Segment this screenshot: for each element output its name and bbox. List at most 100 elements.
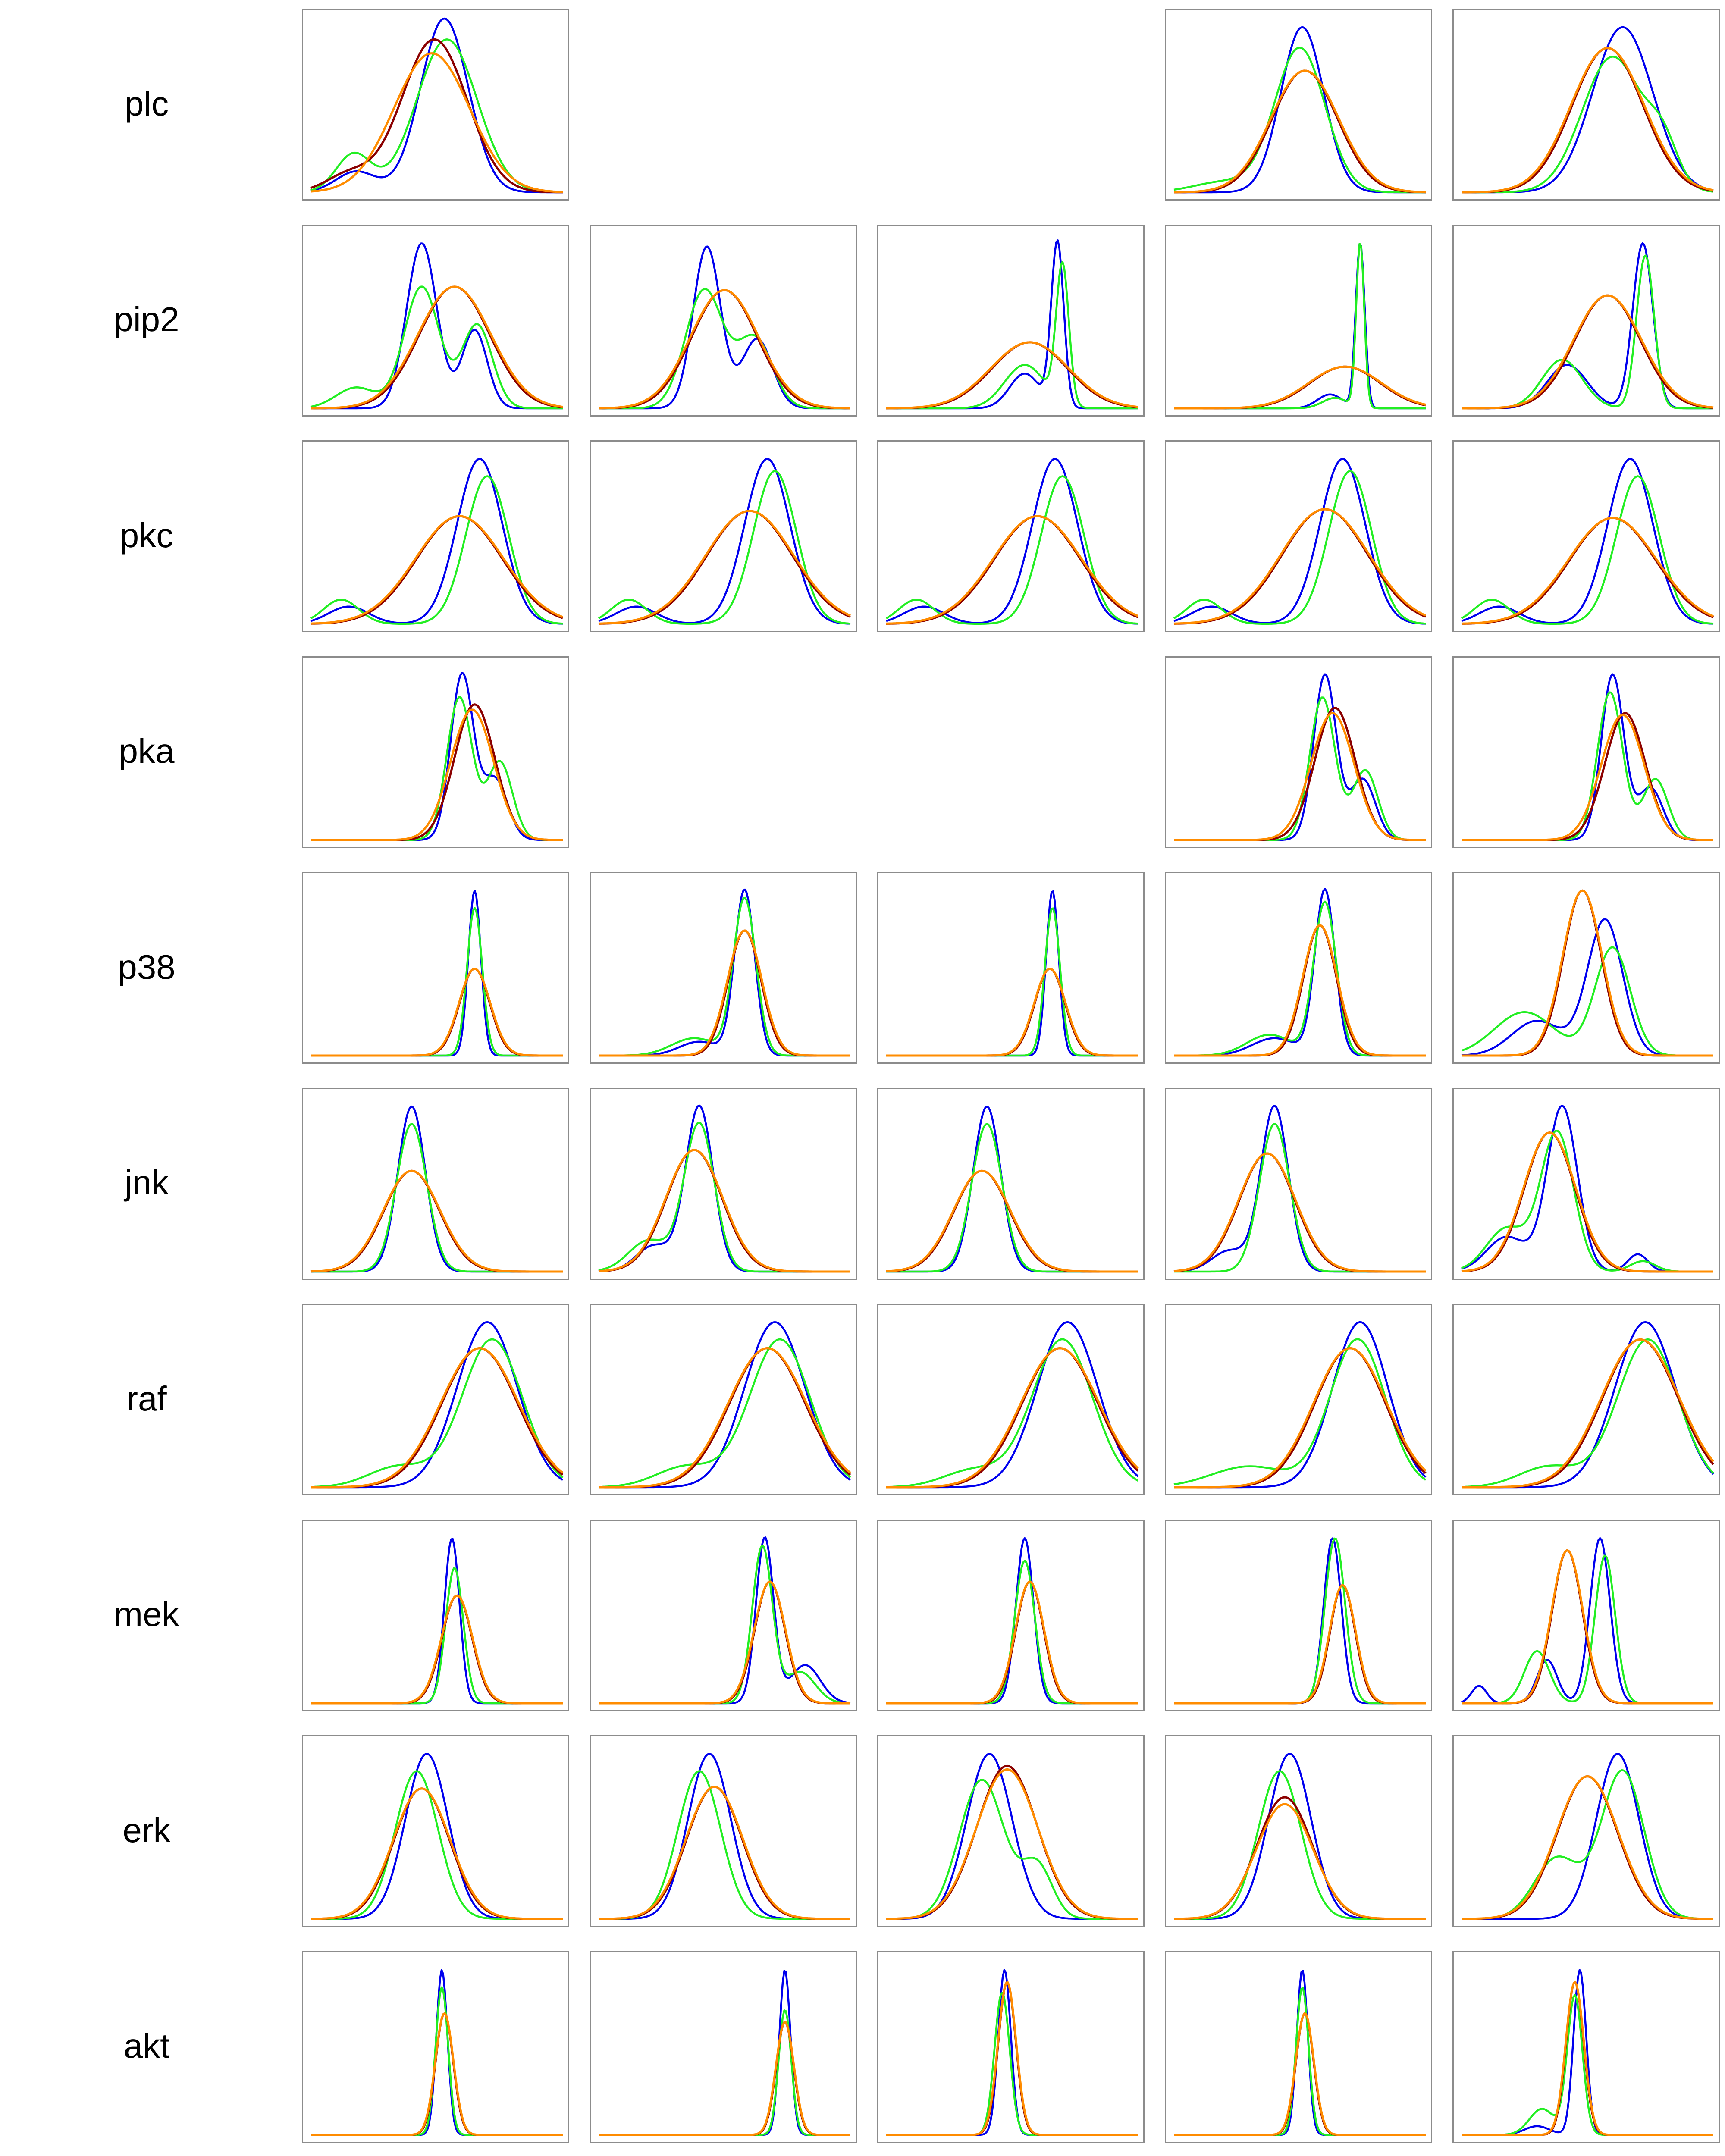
series-line-orange bbox=[1174, 1584, 1426, 1704]
series-line-green bbox=[599, 1544, 851, 1704]
series-line-blue bbox=[1462, 1968, 1713, 2136]
panel-pkc-2 bbox=[590, 440, 857, 632]
density-plot bbox=[1462, 26, 1714, 194]
row-label-pkc: pkc bbox=[119, 516, 174, 555]
series-line-orange bbox=[599, 1786, 850, 1920]
series-line-blue bbox=[311, 889, 563, 1057]
series-line-orange bbox=[1461, 1131, 1713, 1272]
density-plot bbox=[886, 1321, 1139, 1489]
series-line-blue bbox=[311, 1537, 563, 1704]
series-line-dark_red bbox=[599, 1580, 850, 1704]
panel-mek-4 bbox=[1165, 1519, 1432, 1711]
panel-jnk-1 bbox=[302, 1087, 569, 1280]
series-line-blue bbox=[310, 458, 563, 625]
series-line-orange bbox=[599, 1347, 851, 1489]
series-line-dark_red bbox=[1174, 69, 1426, 194]
density-plot bbox=[310, 17, 563, 194]
density-plot bbox=[1462, 242, 1714, 409]
density-plot bbox=[310, 458, 563, 625]
series-line-blue bbox=[311, 1105, 563, 1272]
panel-p38-1 bbox=[302, 872, 569, 1064]
series-line-green bbox=[1461, 1338, 1714, 1488]
series-line-dark_red bbox=[1462, 1338, 1714, 1489]
series-line-green bbox=[1174, 696, 1426, 841]
series-line-dark_red bbox=[1174, 1584, 1426, 1704]
series-line-green bbox=[311, 1770, 563, 1920]
series-line-orange bbox=[1174, 711, 1426, 841]
panel-p38-3 bbox=[877, 872, 1145, 1064]
series-line-green bbox=[886, 1779, 1138, 1920]
series-line-orange bbox=[310, 52, 563, 193]
series-line-orange bbox=[599, 1580, 850, 1704]
series-line-blue bbox=[599, 1969, 850, 2136]
series-line-orange bbox=[1173, 1152, 1426, 1272]
panel-mek-2 bbox=[590, 1519, 857, 1711]
series-line-orange bbox=[1462, 1549, 1713, 1704]
panel-erk-2 bbox=[590, 1735, 857, 1927]
series-line-orange bbox=[1173, 1803, 1426, 1920]
series-line-green bbox=[1461, 946, 1713, 1057]
series-line-blue bbox=[311, 242, 563, 409]
panel-pip2-2 bbox=[590, 224, 857, 417]
series-line-dark_red bbox=[599, 289, 850, 409]
series-line-orange bbox=[886, 968, 1138, 1057]
panel-akt-2 bbox=[590, 1951, 857, 2143]
series-line-dark_red bbox=[1462, 1775, 1713, 1920]
series-line-green bbox=[886, 260, 1138, 409]
panel-p38-4 bbox=[1165, 872, 1432, 1064]
series-line-blue bbox=[1173, 458, 1426, 625]
series-line-orange bbox=[1461, 517, 1714, 625]
row-label-jnk: jnk bbox=[124, 1163, 169, 1202]
series-line-green bbox=[310, 475, 563, 625]
panel-pkc-3 bbox=[877, 440, 1145, 632]
series-line-orange bbox=[311, 1347, 564, 1489]
density-plot bbox=[1173, 458, 1427, 625]
series-line-blue bbox=[1462, 242, 1713, 409]
panel-mek-5 bbox=[1452, 1519, 1720, 1711]
density-plot bbox=[598, 1104, 850, 1272]
series-line-orange bbox=[311, 285, 563, 409]
series-line-green bbox=[1173, 47, 1426, 194]
panel-mek-1 bbox=[302, 1519, 569, 1711]
row-label-raf: raf bbox=[126, 1379, 167, 1418]
panel-pip2-1 bbox=[302, 224, 569, 417]
density-plot bbox=[599, 1969, 850, 2136]
panel-raf-2 bbox=[590, 1304, 857, 1495]
panel-pka-5 bbox=[1452, 656, 1720, 848]
panel-plc-5 bbox=[1452, 9, 1720, 201]
panel-raf-4 bbox=[1165, 1304, 1432, 1495]
series-line-green bbox=[1174, 1987, 1426, 2136]
series-line-dark_red bbox=[1174, 1347, 1427, 1489]
density-plot bbox=[1462, 1968, 1713, 2136]
row-label-erk: erk bbox=[122, 1811, 171, 1849]
series-line-blue bbox=[886, 1105, 1138, 1272]
density-plot bbox=[1462, 673, 1714, 841]
series-line-blue bbox=[886, 239, 1138, 409]
panel-jnk-4 bbox=[1165, 1087, 1432, 1280]
series-line-dark_red bbox=[886, 1169, 1138, 1272]
density-plot bbox=[598, 1321, 851, 1489]
panel-akt-3 bbox=[877, 1951, 1145, 2143]
series-line-orange bbox=[311, 2012, 563, 2136]
series-line-blue bbox=[1462, 1752, 1713, 1920]
series-line-green bbox=[311, 1122, 563, 1272]
density-plot bbox=[311, 1969, 563, 2136]
row-label-plc: plc bbox=[124, 84, 169, 123]
series-line-blue bbox=[886, 1753, 1138, 1920]
series-line-blue bbox=[1174, 1753, 1426, 1920]
series-line-blue bbox=[1461, 1537, 1713, 1704]
density-plot bbox=[1174, 673, 1426, 841]
series-line-blue bbox=[1174, 1537, 1426, 1704]
panel-plc-1 bbox=[302, 9, 569, 201]
panel-raf-5 bbox=[1452, 1304, 1720, 1495]
series-line-green bbox=[599, 288, 850, 409]
series-line-orange bbox=[886, 1981, 1138, 2136]
series-line-green bbox=[1462, 56, 1714, 194]
panel-akt-1 bbox=[302, 1951, 569, 2143]
series-line-green bbox=[886, 1338, 1139, 1488]
series-line-blue bbox=[599, 888, 850, 1057]
series-line-orange bbox=[1174, 924, 1426, 1057]
row-label-pka: pka bbox=[119, 732, 175, 770]
density-plot bbox=[886, 239, 1138, 409]
